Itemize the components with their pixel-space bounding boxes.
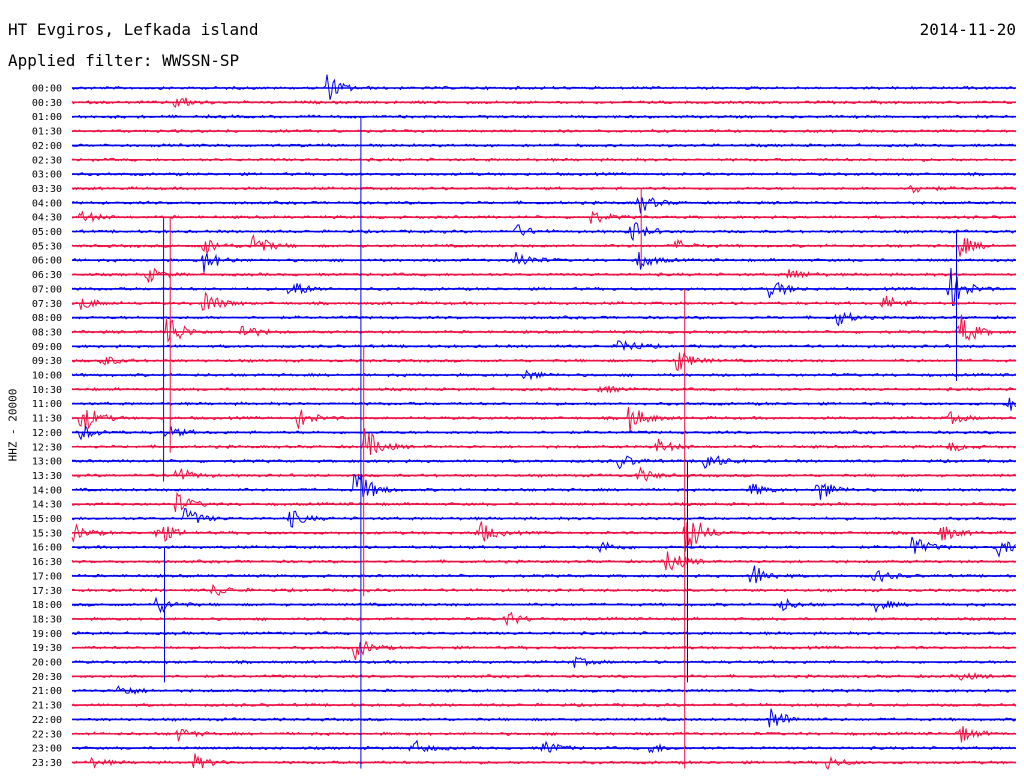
time-label: 18:00 — [32, 600, 62, 611]
time-label: 19:00 — [32, 629, 62, 640]
time-label: 04:30 — [32, 213, 62, 224]
trace-1130 — [71, 407, 1016, 434]
time-label: 15:00 — [32, 514, 62, 525]
time-label: 23:30 — [32, 758, 62, 769]
time-label: 09:00 — [32, 342, 62, 353]
time-label: 02:30 — [32, 155, 62, 166]
trace-0930 — [71, 352, 1016, 372]
trace-1330 — [71, 466, 1016, 482]
time-label: 19:30 — [32, 643, 62, 654]
time-label: 18:30 — [32, 614, 62, 625]
trace-0000 — [71, 74, 1016, 100]
time-label: 10:00 — [32, 371, 62, 382]
trace-1400 — [71, 473, 1016, 500]
time-label: 11:00 — [32, 399, 62, 410]
time-label: 15:30 — [32, 528, 62, 539]
trace-0400 — [71, 196, 1016, 214]
time-label: 12:30 — [32, 442, 62, 453]
time-label: 05:30 — [32, 241, 62, 252]
time-label: 13:30 — [32, 471, 62, 482]
time-label: 13:00 — [32, 457, 62, 468]
time-label: 21:30 — [32, 701, 62, 712]
time-label: 05:00 — [32, 227, 62, 238]
date-label: 2014-11-20 — [919, 20, 1016, 39]
trace-1430 — [71, 491, 1016, 513]
trace-0730 — [71, 291, 1016, 311]
time-label: 23:00 — [32, 744, 62, 755]
time-label: 21:00 — [32, 686, 62, 697]
filter-label: Applied filter: WWSSN-SP — [8, 51, 240, 70]
time-label: 04:00 — [32, 198, 62, 209]
time-label: 07:30 — [32, 299, 62, 310]
spikes — [163, 116, 957, 769]
time-label: 08:00 — [32, 313, 62, 324]
trace-1300 — [71, 455, 1016, 470]
time-label: 09:30 — [32, 356, 62, 367]
time-label: 08:30 — [32, 327, 62, 338]
time-label: 06:30 — [32, 270, 62, 281]
trace-2330 — [71, 753, 1016, 770]
time-label: 06:00 — [32, 256, 62, 267]
time-label: 17:00 — [32, 571, 62, 582]
time-label: 02:00 — [32, 141, 62, 152]
time-label: 07:00 — [32, 284, 62, 295]
time-label: 16:30 — [32, 557, 62, 568]
time-label: 00:00 — [32, 84, 62, 95]
time-label: 22:00 — [32, 715, 62, 726]
time-label: 16:00 — [32, 543, 62, 554]
time-label: 20:30 — [32, 672, 62, 683]
time-label: 03:30 — [32, 184, 62, 195]
time-label: 22:30 — [32, 729, 62, 740]
trace-1700 — [71, 565, 1016, 584]
time-label: 12:00 — [32, 428, 62, 439]
trace-1930 — [71, 640, 1016, 660]
station-title: HT Evgiros, Lefkada island — [8, 20, 259, 39]
trace-2300 — [71, 739, 1016, 754]
time-label: 11:30 — [32, 414, 62, 425]
trace-0800 — [71, 311, 1016, 327]
time-label: 20:00 — [32, 658, 62, 669]
time-label: 01:00 — [32, 112, 62, 123]
trace-0630 — [71, 267, 1016, 283]
time-label: 17:30 — [32, 586, 62, 597]
time-label: 14:30 — [32, 500, 62, 511]
time-label: 00:30 — [32, 98, 62, 109]
time-label: 14:00 — [32, 485, 62, 496]
trace-0900 — [71, 339, 1016, 352]
time-label: 10:30 — [32, 385, 62, 396]
time-label: 01:30 — [32, 127, 62, 138]
trace-2200 — [71, 708, 1016, 728]
traces — [71, 74, 1016, 770]
trace-0600 — [71, 251, 1016, 273]
time-labels: 00:00 00:30 01:00 01:30 02:00 02:30 03:00 03:30… — [32, 84, 62, 769]
time-label: 03:00 — [32, 170, 62, 181]
